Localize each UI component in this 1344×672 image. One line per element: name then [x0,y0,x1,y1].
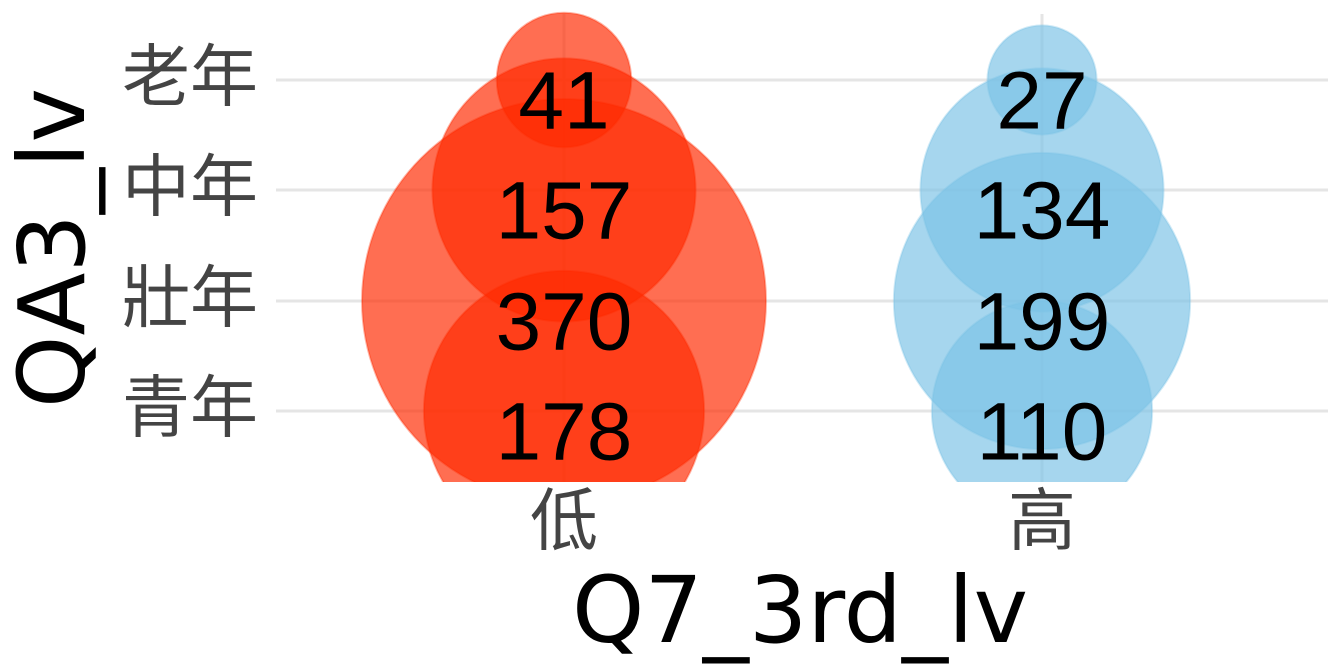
y-tick-label-中年: 中年 [122,149,258,228]
bubble-label-低-壯年: 370 [496,277,633,368]
bubble-label-高-中年: 134 [974,166,1111,257]
bubble-labels-layer: 41 157 370 178 27 134 199 110 [496,56,1111,478]
x-tick-label-高: 高 [1008,483,1076,562]
bubble-label-高-壯年: 199 [974,277,1111,368]
bubble-label-高-老年: 27 [996,56,1087,147]
bubble-label-高-青年: 110 [977,387,1108,478]
bubble-label-低-青年: 178 [496,387,633,478]
x-tick-label-低: 低 [530,483,598,562]
bubble-高-老年 [986,24,1098,136]
bubbles-layer [361,11,1192,482]
bubble-低-老年 [495,11,633,149]
y-tick-label-老年: 老年 [122,39,258,118]
x-axis-title: Q7_3rd_lv [572,557,1028,664]
axes-layer: 青年 壯年 中年 老年低 高 [122,39,1076,562]
y-axis-title: QA3_lv [0,88,106,408]
bubble-高-青年 [930,299,1154,482]
y-tick-label-青年: 青年 [122,370,258,449]
bubble-label-低-中年: 157 [496,166,633,257]
y-tick-label-壯年: 壯年 [122,260,258,339]
bubble-label-低-老年: 41 [518,56,609,147]
